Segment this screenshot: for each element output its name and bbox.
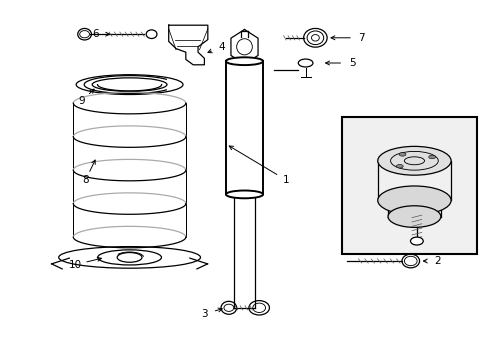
Text: 1: 1 — [282, 175, 289, 185]
Ellipse shape — [298, 59, 312, 67]
Ellipse shape — [401, 254, 419, 268]
Text: 8: 8 — [82, 175, 89, 185]
Ellipse shape — [146, 30, 157, 39]
Ellipse shape — [248, 301, 269, 315]
Text: 9: 9 — [79, 96, 85, 106]
Ellipse shape — [303, 28, 326, 47]
Text: 10: 10 — [69, 260, 82, 270]
Text: 2: 2 — [433, 256, 440, 266]
Ellipse shape — [428, 155, 435, 159]
Ellipse shape — [377, 147, 450, 175]
Ellipse shape — [225, 57, 263, 65]
Text: 7: 7 — [358, 33, 365, 43]
Ellipse shape — [221, 301, 236, 314]
Ellipse shape — [398, 153, 405, 156]
Bar — [342, 117, 476, 254]
Ellipse shape — [78, 28, 91, 40]
Text: 6: 6 — [92, 29, 99, 39]
Ellipse shape — [225, 190, 263, 198]
Ellipse shape — [387, 206, 440, 228]
Text: 11: 11 — [362, 166, 375, 176]
Text: 5: 5 — [348, 58, 355, 68]
Ellipse shape — [409, 237, 422, 245]
Ellipse shape — [377, 186, 450, 215]
Ellipse shape — [396, 165, 403, 168]
Text: 4: 4 — [218, 42, 224, 52]
Text: 3: 3 — [201, 309, 207, 319]
